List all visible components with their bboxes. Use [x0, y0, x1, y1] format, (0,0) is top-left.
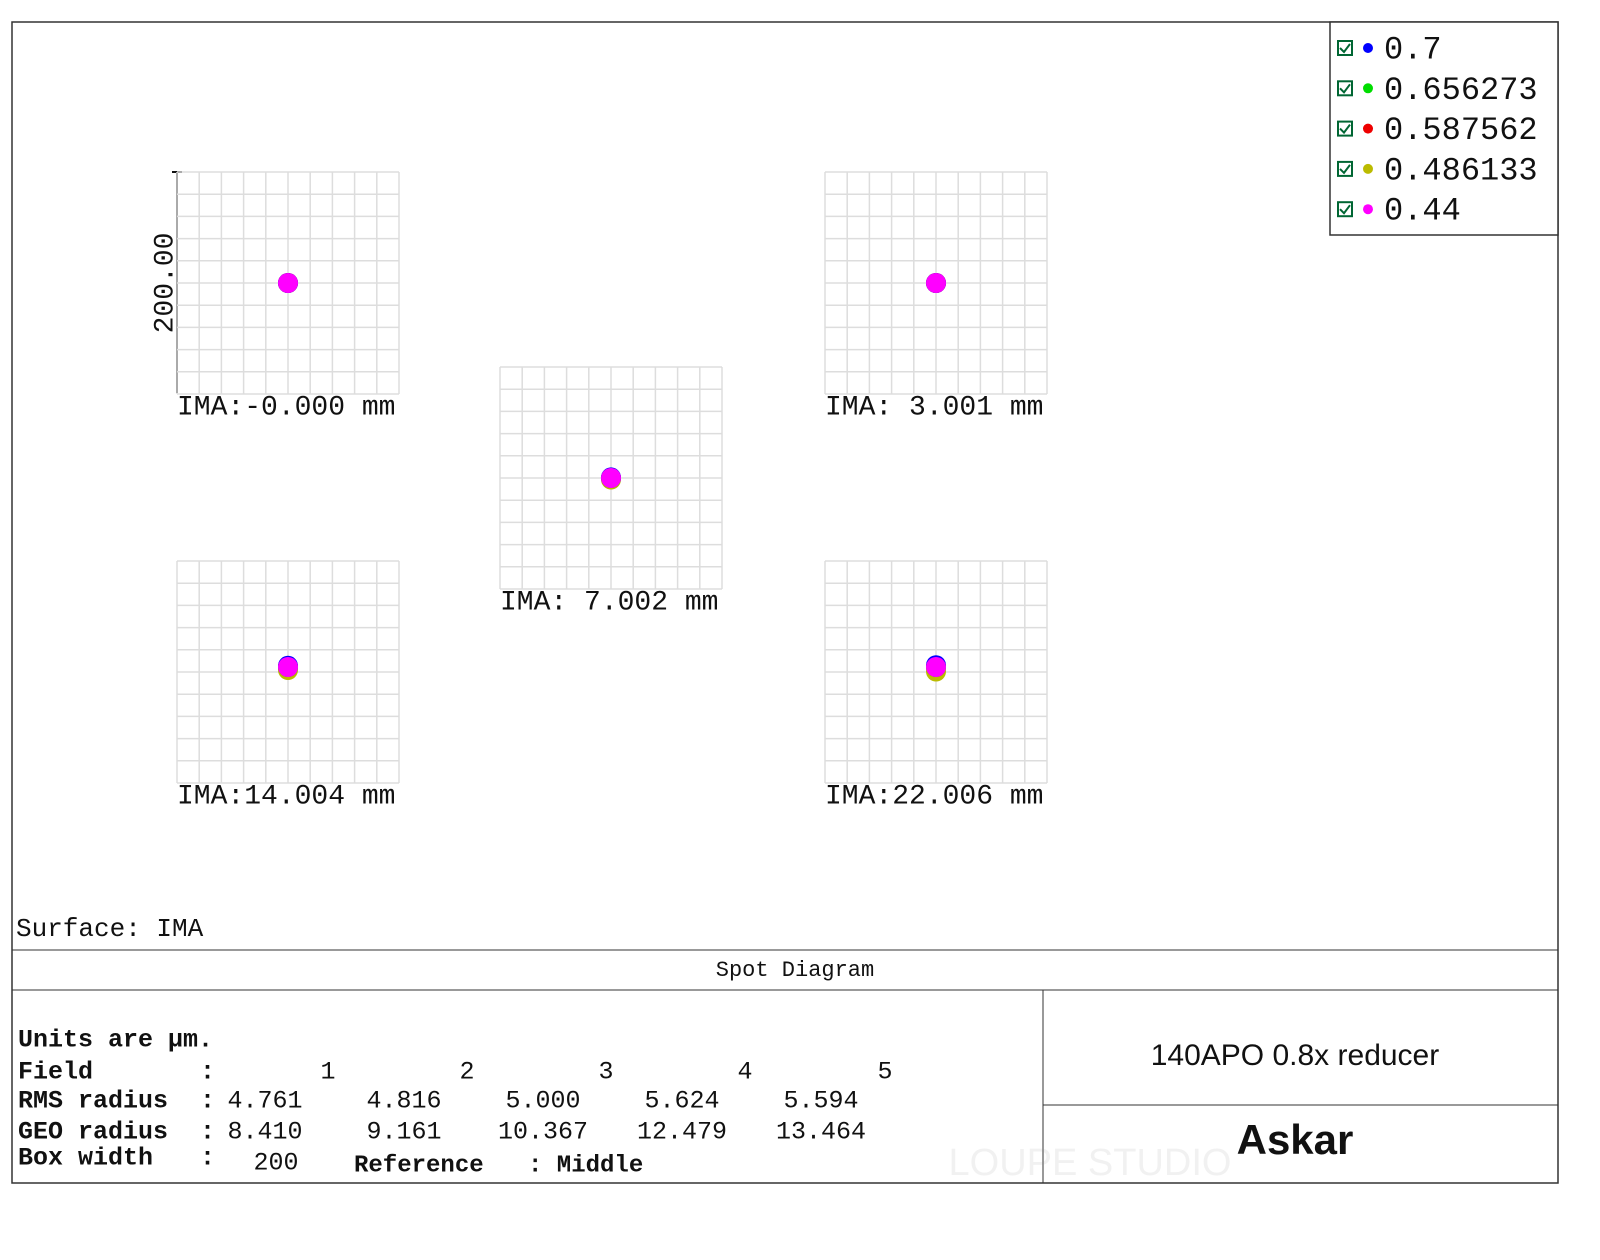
- separator: :: [200, 1144, 215, 1173]
- cell: 9.161: [366, 1118, 441, 1147]
- surface-label: Surface: IMA: [16, 914, 204, 944]
- row-label: RMS radius: [18, 1087, 168, 1116]
- spot: [926, 657, 946, 677]
- legend-check: [1339, 164, 1351, 175]
- cell: 4.816: [366, 1087, 441, 1116]
- field-label: IMA:22.006 mm: [825, 781, 1043, 812]
- row-label: Box width: [18, 1144, 153, 1173]
- row-label: GEO radius: [18, 1118, 168, 1147]
- legend-check: [1339, 83, 1351, 94]
- legend-dot: [1363, 83, 1373, 94]
- field-label: IMA:14.004 mm: [177, 781, 395, 812]
- cell: 5.624: [644, 1087, 719, 1116]
- legend-dot: [1363, 204, 1373, 215]
- separator: :: [200, 1118, 215, 1147]
- field-label: IMA: 3.001 mm: [825, 392, 1043, 423]
- cell: 1: [320, 1058, 335, 1087]
- reference-value: : Middle: [528, 1152, 643, 1179]
- spot: [926, 273, 946, 293]
- separator: :: [200, 1087, 215, 1116]
- legend-check: [1339, 124, 1351, 135]
- legend-dot: [1363, 163, 1373, 174]
- units: Units are µm.: [18, 1026, 213, 1055]
- cell: 5: [877, 1058, 892, 1087]
- scale-label: 200.00: [150, 233, 181, 334]
- legend-label: 0.656273: [1384, 72, 1538, 109]
- cell: 2: [459, 1058, 474, 1087]
- legend-label: 0.486133: [1384, 152, 1538, 189]
- cell: 12.479: [637, 1118, 727, 1147]
- legend-check: [1339, 204, 1351, 215]
- spot: [278, 273, 298, 293]
- product-name: 140APO 0.8x reducer: [1151, 1039, 1440, 1072]
- cell: 8.410: [227, 1118, 302, 1147]
- cell: 10.367: [498, 1118, 588, 1147]
- cell: 4: [737, 1058, 752, 1087]
- spot: [278, 657, 298, 677]
- legend-label: 0.7: [1384, 31, 1442, 68]
- cell: 5.000: [505, 1087, 580, 1116]
- cell: 13.464: [776, 1118, 866, 1147]
- field-label: IMA: 7.002 mm: [500, 587, 718, 618]
- legend-dot: [1363, 123, 1373, 134]
- cell: 5.594: [783, 1087, 858, 1116]
- separator: :: [200, 1058, 215, 1087]
- watermark: LOUPE STUDIO: [949, 1142, 1232, 1184]
- title: Spot Diagram: [716, 958, 874, 983]
- brand: Askar: [1237, 1116, 1354, 1163]
- reference-label: Reference: [354, 1152, 484, 1179]
- frame: [11, 21, 1559, 1184]
- cell: 3: [598, 1058, 613, 1087]
- legend-check: [1339, 43, 1351, 54]
- legend-dot: [1363, 43, 1373, 53]
- legend-label: 0.44: [1384, 193, 1461, 230]
- field-label: IMA:-0.000 mm: [177, 392, 395, 423]
- spot: [601, 468, 621, 488]
- legend-label: 0.587562: [1384, 112, 1538, 149]
- cell: 4.761: [227, 1087, 302, 1116]
- cell: 200: [253, 1149, 298, 1178]
- row-label: Field: [18, 1058, 93, 1087]
